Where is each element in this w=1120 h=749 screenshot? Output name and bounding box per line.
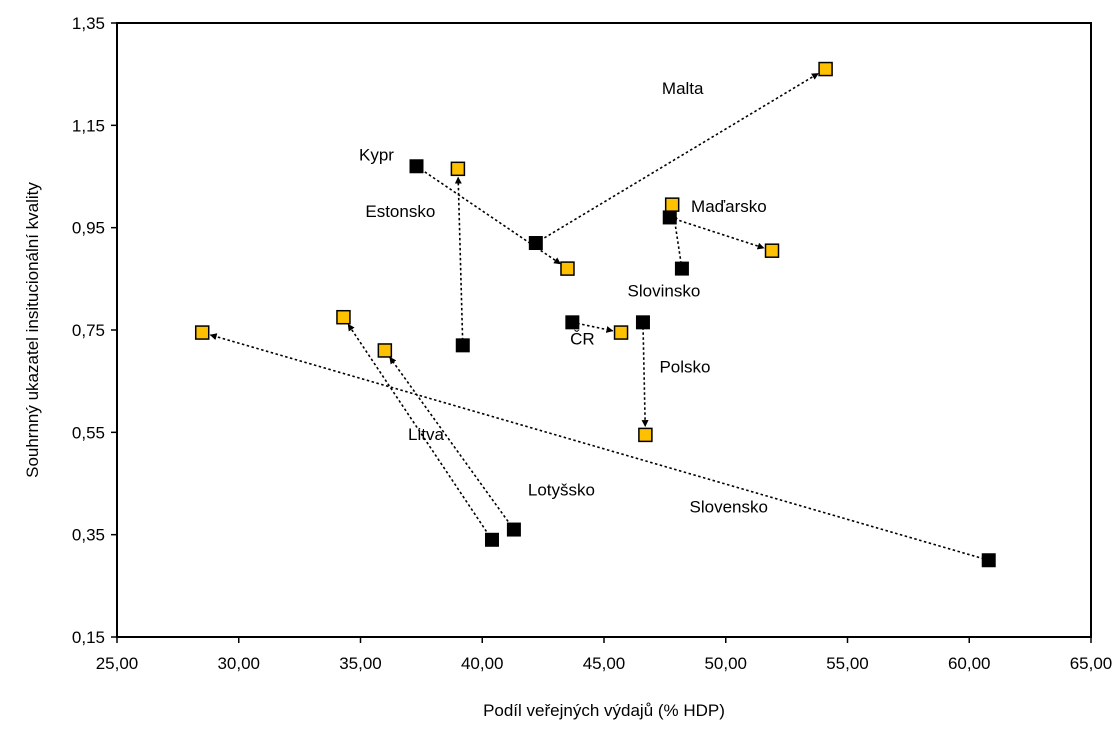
labels-layer: Malta Kypr Estonsko Maďarsko Slovinsko ČR Pols…	[359, 79, 768, 516]
start-marker-0	[528, 236, 543, 251]
arrow-2	[454, 176, 464, 346]
y-axis-title: Souhrnný ukazatel insitucionální kvality	[23, 182, 42, 478]
start-marker-7	[484, 532, 499, 547]
end-marker-2	[450, 161, 466, 177]
end-marker-4	[664, 197, 680, 212]
end-marker-0	[818, 61, 833, 77]
start-marker-9	[981, 553, 996, 568]
country-label-8: Lotyšsko	[528, 481, 595, 500]
end-marker-1	[560, 261, 575, 276]
country-label-3: Maďarsko	[691, 197, 767, 216]
x-axis-ticks: 25,00 30,00 35,00 40,00 45,00 50,00 55,00 60,00…	[96, 637, 1113, 673]
x-tick-label: 60,00	[948, 654, 991, 673]
x-tick-label: 65,00	[1070, 654, 1113, 673]
start-marker-8	[506, 522, 521, 537]
country-label-0: Malta	[662, 79, 704, 98]
arrow-7	[347, 323, 493, 541]
y-tick-label: 0,15	[72, 628, 105, 647]
x-tick-label: 30,00	[217, 654, 260, 673]
x-tick-label: 35,00	[339, 654, 382, 673]
end-marker-9	[194, 325, 210, 340]
x-tick-label: 40,00	[461, 654, 504, 673]
country-label-7: Litva	[408, 425, 444, 444]
end-marker-6	[638, 427, 653, 443]
country-label-9: Slovensko	[690, 497, 768, 516]
country-label-1: Kypr	[359, 145, 394, 164]
start-marker-4	[674, 261, 689, 276]
y-tick-label: 0,75	[72, 321, 105, 340]
arrow-3	[669, 216, 765, 250]
arrow-6	[641, 322, 649, 428]
x-tick-label: 25,00	[96, 654, 139, 673]
start-marker-5	[565, 315, 580, 330]
y-tick-label: 0,95	[72, 219, 105, 238]
end-marker-5	[613, 325, 629, 340]
y-axis-ticks: 0,15 0,35 0,55 0,75 0,95 1,15 1,35	[72, 14, 117, 647]
country-label-2: Estonsko	[365, 202, 435, 221]
country-label-4: Slovinsko	[628, 282, 701, 301]
y-tick-label: 0,55	[72, 423, 105, 442]
arrow-1	[416, 165, 562, 265]
end-marker-8	[377, 343, 393, 358]
x-tick-label: 50,00	[704, 654, 747, 673]
arrow-9	[209, 333, 989, 562]
country-label-5: ČR	[570, 329, 595, 348]
start-marker-1	[409, 159, 424, 174]
start-marker-2	[455, 338, 470, 353]
markers-layer	[194, 61, 996, 568]
y-tick-label: 1,15	[72, 116, 105, 135]
y-tick-label: 1,35	[72, 14, 105, 33]
end-marker-3	[764, 243, 780, 258]
start-marker-6	[635, 315, 650, 330]
arrow-8	[389, 356, 515, 531]
plot-area	[116, 22, 1092, 638]
x-axis-title: Podíl veřejných výdajů (% HDP)	[483, 701, 725, 720]
start-marker-3	[662, 210, 677, 225]
country-label-6: Polsko	[659, 357, 710, 376]
x-tick-label: 55,00	[826, 654, 869, 673]
end-marker-7	[336, 309, 351, 325]
y-tick-label: 0,35	[72, 526, 105, 545]
x-tick-label: 45,00	[583, 654, 626, 673]
